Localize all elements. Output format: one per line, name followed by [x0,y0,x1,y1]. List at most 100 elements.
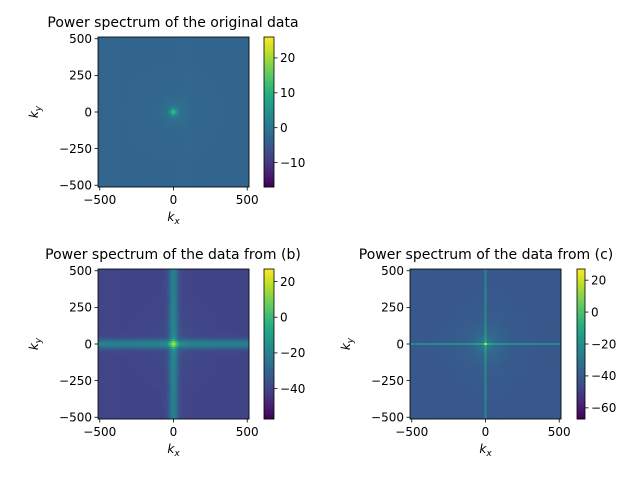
heatmap-cell [142,157,145,160]
heatmap-cell [222,135,226,138]
heatmap-cell [118,41,121,44]
heatmap-cell [124,121,127,124]
heatmap-cell [192,97,195,100]
heatmap-cell [144,91,147,94]
heatmap-cell [210,145,214,148]
heatmap-cell [136,111,139,114]
heatmap-cell [196,39,200,42]
heatmap-cell [142,43,145,46]
heatmap-cell [126,155,129,158]
heatmap-cell [222,111,226,114]
heatmap-cell [146,173,149,176]
heatmap-cell [184,43,187,46]
heatmap-cell [224,43,228,46]
heatmap-cell [142,183,145,186]
heatmap-cell [206,65,210,68]
heatmap-cell [190,85,193,88]
heatmap-cell [192,179,195,182]
heatmap-cell [206,61,210,64]
heatmap-cell [194,159,197,162]
heatmap-cell [174,125,177,128]
heatmap-cell [110,137,113,140]
heatmap-cell [196,81,200,84]
heatmap-cell [226,47,230,50]
heatmap-cell [100,149,103,152]
heatmap-cell [178,143,181,146]
heatmap-cell [136,151,139,154]
heatmap-cell [100,143,103,146]
heatmap-cell [190,135,193,138]
heatmap-cell [230,43,234,46]
heatmap-cell [104,61,107,64]
heatmap-cell [154,115,157,118]
heatmap-cell [132,67,135,70]
heatmap-cell [156,89,159,92]
heatmap-cell [120,159,123,162]
heatmap-cell [142,63,145,66]
heatmap-cell [132,101,135,104]
heatmap-cell [212,77,216,80]
heatmap-cell [122,115,125,118]
heatmap-cell [146,43,149,46]
heatmap-cell [208,181,212,184]
heatmap-cell [138,41,141,44]
heatmap-cell [178,161,181,164]
heatmap-cell [188,173,191,176]
heatmap-cell [98,89,101,92]
heatmap-cell [154,71,157,74]
heatmap-cell [226,51,230,54]
heatmap-cell [158,97,161,100]
heatmap-cell [190,39,193,42]
heatmap-cell [120,121,123,124]
heatmap-cell [118,145,121,148]
heatmap-cell [214,127,218,130]
heatmap-cell [104,41,107,44]
heatmap-cell [118,89,121,92]
heatmap-cell [204,99,208,102]
heatmap-cell [148,49,151,52]
heatmap-cell [128,177,131,180]
heatmap-cell [128,53,131,56]
heatmap-cell [190,163,193,166]
heatmap-cell [228,65,232,68]
heatmap-cell [168,151,171,154]
heatmap-cell [168,85,171,88]
heatmap-cell [128,161,131,164]
heatmap-cell [164,119,167,122]
heatmap-cell [184,53,187,56]
heatmap-cell [134,63,137,66]
heatmap-cell [120,143,123,146]
heatmap-cell [142,155,145,158]
heatmap-cell [142,173,145,176]
heatmap-cell [216,37,220,40]
heatmap-cell [164,133,167,136]
heatmap-cell [172,107,175,110]
heatmap-cell [152,149,155,152]
heatmap-cell [122,93,125,96]
heatmap-cell [166,149,169,152]
heatmap-cell [132,185,135,188]
heatmap-cell [152,185,155,188]
heatmap-cell [144,63,147,66]
heatmap-cell [130,95,133,98]
heatmap-cell [208,117,212,120]
heatmap-cell [106,185,109,188]
heatmap-cell [118,137,121,140]
heatmap-cell [132,163,135,166]
heatmap-cell [128,133,131,136]
heatmap-cell [204,119,208,122]
heatmap-cell [216,91,220,94]
heatmap-cell [116,57,119,60]
heatmap-cell [150,137,153,140]
heatmap-cell [204,93,208,96]
heatmap-cell [98,149,101,152]
heatmap-cell [142,169,145,172]
heatmap-cell [126,133,129,136]
heatmap-cell [178,51,181,54]
heatmap-cell [134,65,137,68]
heatmap-cell [160,57,163,60]
heatmap-cell [102,121,105,124]
heatmap-cell [100,157,103,160]
heatmap-cell [112,171,115,174]
heatmap-cell [192,143,195,146]
